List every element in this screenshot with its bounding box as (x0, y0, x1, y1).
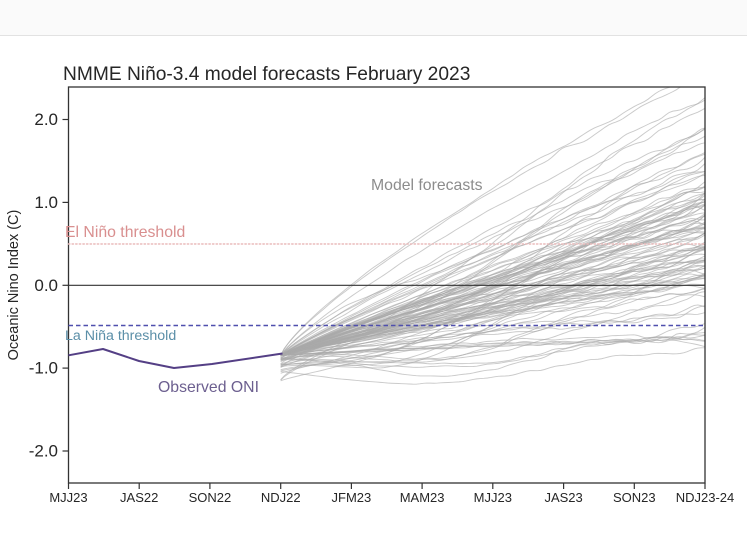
svg-text:NMME Niño-3.4 model forecasts: NMME Niño-3.4 model forecasts February 2… (63, 64, 470, 85)
svg-text:1.0: 1.0 (34, 193, 58, 212)
svg-text:NDJ23-24: NDJ23-24 (676, 490, 735, 505)
svg-text:JFM23: JFM23 (332, 490, 372, 505)
svg-text:0.0: 0.0 (34, 276, 58, 295)
svg-text:JAS22: JAS22 (120, 490, 158, 505)
svg-text:NDJ22: NDJ22 (261, 490, 301, 505)
svg-text:Model forecasts: Model forecasts (371, 177, 483, 194)
svg-text:Oceanic Nino Index (C): Oceanic Nino Index (C) (6, 210, 22, 361)
svg-text:-2.0: -2.0 (29, 442, 58, 461)
svg-text:JAS23: JAS23 (544, 490, 582, 505)
svg-text:SON23: SON23 (613, 490, 656, 505)
svg-text:MJJ23: MJJ23 (474, 490, 512, 505)
svg-text:-1.0: -1.0 (29, 359, 58, 378)
svg-text:SON22: SON22 (189, 490, 232, 505)
svg-text:2.0: 2.0 (34, 110, 58, 129)
svg-text:MAM23: MAM23 (400, 490, 445, 505)
svg-text:El Niño threshold: El Niño threshold (65, 224, 185, 241)
svg-text:MJJ23: MJJ23 (49, 490, 87, 505)
svg-text:Observed ONI: Observed ONI (158, 379, 259, 396)
svg-text:La Niña threshold: La Niña threshold (65, 328, 176, 344)
